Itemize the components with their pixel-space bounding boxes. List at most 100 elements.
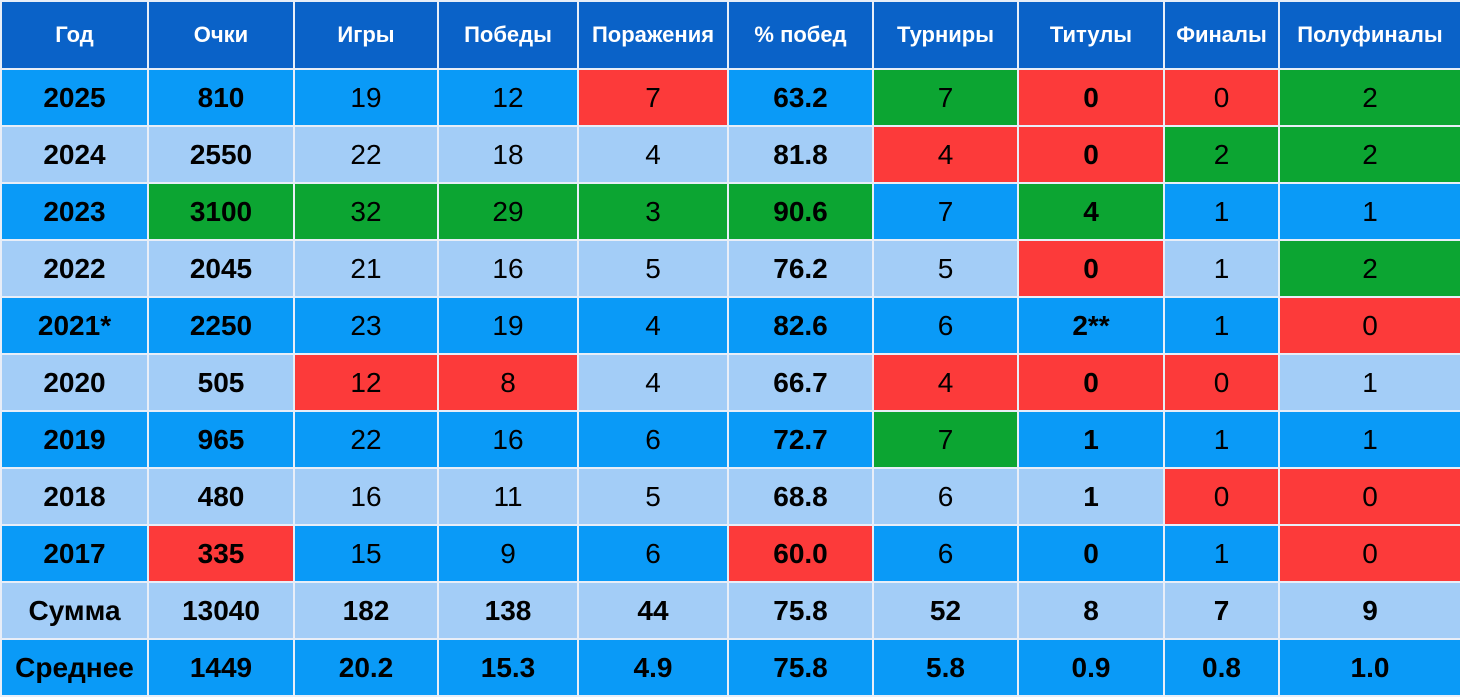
sum-cell: 182 [293, 581, 439, 640]
sum-cell: 9 [1278, 581, 1460, 640]
finals-cell: 1 [1163, 239, 1280, 298]
losses-cell: 6 [577, 410, 729, 469]
year-row: 2023 3100 32 29 3 90.6 7 4 1 1 [0, 182, 1460, 241]
wins-cell: 18 [437, 125, 579, 184]
tournaments-cell: 6 [872, 524, 1019, 583]
sum-cell: 13040 [147, 581, 295, 640]
year-cell: 2023 [0, 182, 149, 241]
year-row: 2024 2550 22 18 4 81.8 4 0 2 2 [0, 125, 1460, 184]
titles-cell: 4 [1017, 182, 1165, 241]
finals-cell: 1 [1163, 410, 1280, 469]
header-wins: Победы [437, 0, 579, 70]
tournaments-cell: 7 [872, 182, 1019, 241]
header-finals: Финалы [1163, 0, 1280, 70]
win-percent-cell: 68.8 [727, 467, 874, 526]
points-cell: 2250 [147, 296, 295, 355]
titles-cell: 1 [1017, 467, 1165, 526]
year-cell: 2025 [0, 68, 149, 127]
win-percent-cell: 90.6 [727, 182, 874, 241]
header-tournaments: Турниры [872, 0, 1019, 70]
year-cell: 2018 [0, 467, 149, 526]
finals-cell: 0 [1163, 353, 1280, 412]
year-cell: 2022 [0, 239, 149, 298]
tournaments-cell: 6 [872, 296, 1019, 355]
losses-cell: 4 [577, 353, 729, 412]
wins-cell: 11 [437, 467, 579, 526]
games-cell: 22 [293, 410, 439, 469]
titles-cell: 0 [1017, 125, 1165, 184]
sum-cell: 44 [577, 581, 729, 640]
tournaments-cell: 5 [872, 239, 1019, 298]
year-row: 2020 505 12 8 4 66.7 4 0 0 1 [0, 353, 1460, 412]
wins-cell: 9 [437, 524, 579, 583]
average-cell: 1.0 [1278, 638, 1460, 697]
semifinals-cell: 0 [1278, 296, 1460, 355]
finals-cell: 1 [1163, 524, 1280, 583]
points-cell: 2550 [147, 125, 295, 184]
average-cell: 1449 [147, 638, 295, 697]
titles-cell: 0 [1017, 239, 1165, 298]
tournaments-cell: 7 [872, 410, 1019, 469]
points-cell: 335 [147, 524, 295, 583]
win-percent-cell: 66.7 [727, 353, 874, 412]
semifinals-cell: 0 [1278, 524, 1460, 583]
average-label: Среднее [0, 638, 149, 697]
titles-cell: 2** [1017, 296, 1165, 355]
losses-cell: 4 [577, 296, 729, 355]
header-semifinals: Полуфиналы [1278, 0, 1460, 70]
sum-cell: 8 [1017, 581, 1165, 640]
year-cell: 2019 [0, 410, 149, 469]
average-cell: 20.2 [293, 638, 439, 697]
sum-cell: 138 [437, 581, 579, 640]
finals-cell: 2 [1163, 125, 1280, 184]
finals-cell: 1 [1163, 296, 1280, 355]
titles-cell: 0 [1017, 524, 1165, 583]
wins-cell: 16 [437, 410, 579, 469]
semifinals-cell: 2 [1278, 239, 1460, 298]
year-row: 2017 335 15 9 6 60.0 6 0 1 0 [0, 524, 1460, 583]
header-games: Игры [293, 0, 439, 70]
year-row: 2019 965 22 16 6 72.7 7 1 1 1 [0, 410, 1460, 469]
header-points: Очки [147, 0, 295, 70]
points-cell: 2045 [147, 239, 295, 298]
wins-cell: 29 [437, 182, 579, 241]
sum-cell: 75.8 [727, 581, 874, 640]
sum-cell: 7 [1163, 581, 1280, 640]
average-cell: 4.9 [577, 638, 729, 697]
wins-cell: 12 [437, 68, 579, 127]
titles-cell: 0 [1017, 68, 1165, 127]
header-win-percent: % побед [727, 0, 874, 70]
sum-row: Сумма 13040 182 138 44 75.8 52 8 7 9 [0, 581, 1460, 640]
wins-cell: 19 [437, 296, 579, 355]
year-row: 2022 2045 21 16 5 76.2 5 0 1 2 [0, 239, 1460, 298]
year-cell: 2021* [0, 296, 149, 355]
average-cell: 15.3 [437, 638, 579, 697]
points-cell: 3100 [147, 182, 295, 241]
wins-cell: 16 [437, 239, 579, 298]
win-percent-cell: 63.2 [727, 68, 874, 127]
losses-cell: 5 [577, 239, 729, 298]
win-percent-cell: 82.6 [727, 296, 874, 355]
games-cell: 15 [293, 524, 439, 583]
header-titles: Титулы [1017, 0, 1165, 70]
losses-cell: 4 [577, 125, 729, 184]
average-cell: 0.8 [1163, 638, 1280, 697]
tournaments-cell: 4 [872, 353, 1019, 412]
average-cell: 0.9 [1017, 638, 1165, 697]
year-row: 2018 480 16 11 5 68.8 6 1 0 0 [0, 467, 1460, 526]
semifinals-cell: 1 [1278, 353, 1460, 412]
header-year: Год [0, 0, 149, 70]
header-row: Год Очки Игры Победы Поражения % побед Т… [0, 0, 1460, 70]
sum-label: Сумма [0, 581, 149, 640]
games-cell: 32 [293, 182, 439, 241]
year-cell: 2017 [0, 524, 149, 583]
win-percent-cell: 81.8 [727, 125, 874, 184]
points-cell: 810 [147, 68, 295, 127]
win-percent-cell: 72.7 [727, 410, 874, 469]
points-cell: 505 [147, 353, 295, 412]
points-cell: 965 [147, 410, 295, 469]
finals-cell: 0 [1163, 68, 1280, 127]
points-cell: 480 [147, 467, 295, 526]
header-losses: Поражения [577, 0, 729, 70]
